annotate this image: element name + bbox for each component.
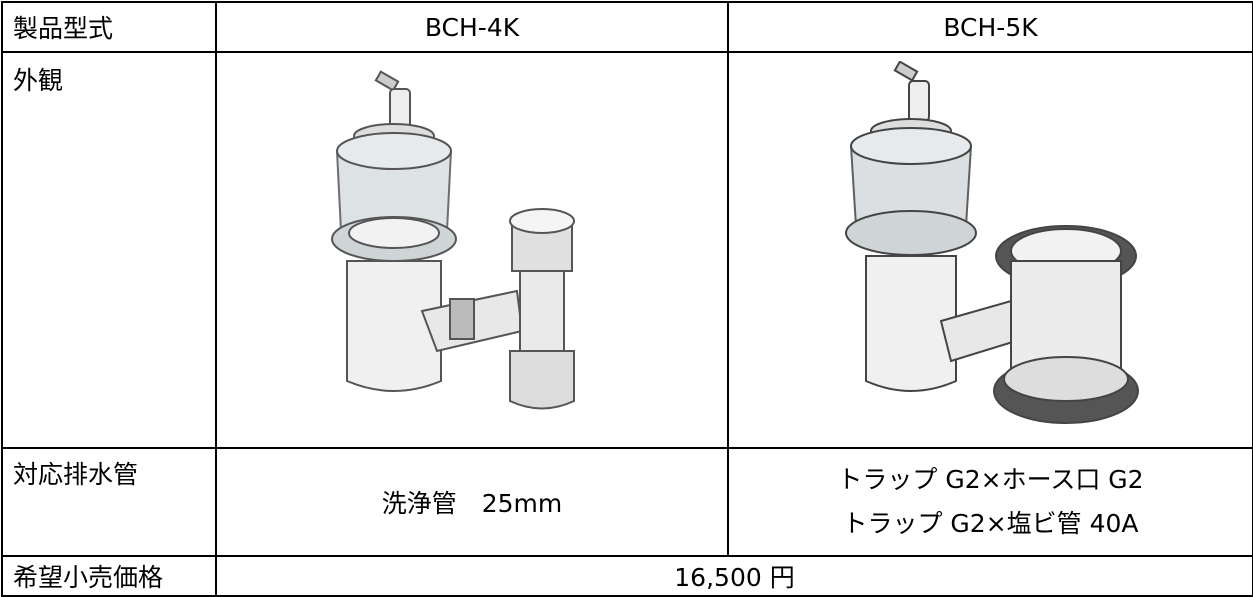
row-label: 外観: [1, 51, 217, 449]
appearance-row: 外観: [1, 51, 1253, 449]
pipe-cell: 洗浄管 25mm: [215, 447, 729, 557]
product-image: [844, 61, 1139, 424]
row-label: 希望小売価格: [1, 555, 217, 597]
header-cell: BCH-5K: [727, 1, 1253, 53]
product-image-cell: [727, 51, 1253, 449]
pipe-cell: トラップ G2×ホース口 G2 トラップ G2×塩ビ管 40A: [727, 447, 1253, 557]
price-row: 希望小売価格 16,500 円: [1, 555, 1253, 597]
row-label: 対応排水管: [1, 447, 217, 557]
header-row: 製品型式 BCH-4K BCH-5K: [1, 1, 1253, 53]
product-image: [331, 70, 575, 410]
header-cell: 製品型式: [1, 1, 217, 53]
pipe-row: 対応排水管 洗浄管 25mm トラップ G2×ホース口 G2 トラップ G2×塩…: [1, 447, 1253, 557]
price-cell: 16,500 円: [215, 555, 1253, 597]
pipe-line: トラップ G2×ホース口 G2: [837, 465, 1144, 494]
product-image-cell: [215, 51, 729, 449]
pipe-line: トラップ G2×塩ビ管 40A: [842, 509, 1139, 538]
header-cell: BCH-4K: [215, 1, 729, 53]
